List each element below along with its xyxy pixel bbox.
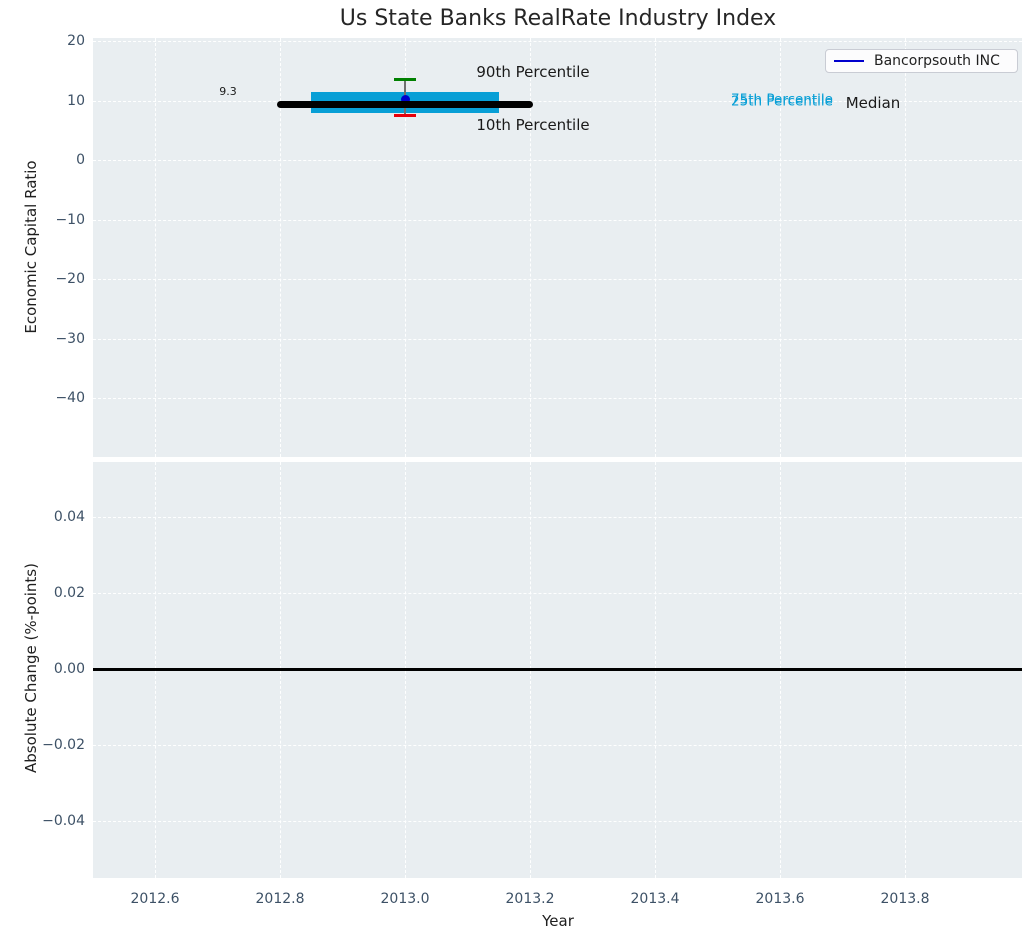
gridline-x [655, 38, 656, 457]
annotation-median-value: 9.3 [219, 84, 237, 98]
x-tick-label: 2013.4 [630, 891, 680, 907]
gridline-y [93, 398, 1022, 399]
gridline-y [93, 821, 1022, 822]
y-tick-label: −20 [55, 271, 85, 287]
top-axes [93, 38, 1022, 457]
gridline-y [93, 219, 1022, 221]
x-tick-label: 2012.6 [130, 891, 180, 907]
p90-cap [394, 78, 416, 82]
y-tick-label: −40 [55, 390, 85, 406]
x-axis-label: Year [542, 912, 574, 930]
chart-title: Us State Banks RealRate Industry Index [339, 6, 777, 31]
gridline-x [530, 38, 531, 457]
legend-line-sample [834, 60, 864, 62]
annotation-median-label: Median [845, 93, 901, 112]
y-tick-label: 10 [67, 92, 85, 109]
company-marker [400, 95, 410, 105]
annotation-p25-label: 25th Percentile [731, 93, 833, 110]
y-tick-label: 20 [67, 33, 85, 49]
annotation-p75-label: 75th Percentile [731, 91, 833, 108]
y-tick-label: 0 [76, 152, 85, 168]
y-tick-label: 0.04 [53, 509, 85, 525]
annotation-p10-label: 10th Percentile [476, 115, 590, 134]
gridline-y [93, 517, 1022, 518]
y-tick-label: −10 [55, 211, 85, 228]
gridline-y [93, 100, 1022, 102]
y-tick-label: 0.00 [53, 661, 85, 677]
x-tick-label: 2013.8 [880, 891, 930, 907]
median-line [276, 100, 534, 109]
gridline-x [405, 38, 406, 457]
gridline-y [93, 279, 1022, 280]
x-tick-label: 2013.6 [755, 891, 805, 907]
gridline-x [155, 38, 156, 457]
y-tick-label: −30 [55, 330, 85, 347]
gridline-y [93, 593, 1022, 594]
legend-label: Bancorpsouth INC [874, 53, 1000, 69]
y-tick-label: 0.02 [53, 585, 85, 601]
x-tick-label: 2013.2 [505, 891, 555, 907]
gridline-y [93, 745, 1022, 746]
gridline-x [280, 38, 281, 457]
gridline-y [93, 338, 1022, 340]
top-y-axis-label: Economic Capital Ratio [22, 160, 40, 334]
gridline-y [93, 41, 1022, 42]
annotation-p90-label: 90th Percentile [476, 62, 590, 81]
y-tick-label: −0.02 [42, 737, 85, 753]
legend: Bancorpsouth INC [825, 49, 1018, 73]
gridline-y [93, 160, 1022, 161]
x-tick-label: 2012.8 [255, 891, 305, 907]
zero-line [93, 667, 1022, 671]
gridline-x [780, 38, 781, 457]
bottom-axes [93, 462, 1022, 878]
x-tick-label: 2013.0 [380, 891, 430, 907]
gridline-x [905, 38, 906, 457]
y-tick-label: −0.04 [42, 813, 85, 829]
p10-cap [394, 114, 416, 118]
